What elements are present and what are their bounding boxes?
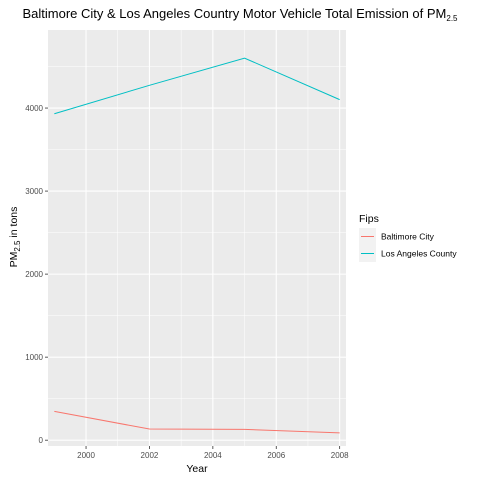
major-gridlines	[48, 30, 346, 446]
y-tick-label: 3000	[25, 187, 43, 196]
y-axis-title-prefix: PM	[8, 252, 20, 268]
y-tick-label: 2000	[25, 270, 43, 279]
chart-title: Baltimore City & Los Angeles Country Mot…	[22, 6, 458, 23]
plot-panel	[48, 30, 346, 446]
x-axis-ticks: 2000 2002 2004 2006 2008	[77, 446, 349, 460]
series-line-1	[54, 57, 340, 115]
y-axis-title-suffix: in tons	[8, 207, 20, 241]
y-axis-title-subscript: 2.5	[13, 240, 22, 252]
legend-items: Baltimore City Los Angeles County	[359, 228, 457, 262]
legend-title: Fips	[359, 213, 379, 225]
y-tick-label: 4000	[25, 104, 43, 113]
legend-label: Baltimore City	[381, 232, 435, 242]
y-axis-ticks: 0 1000 2000 3000 4000	[25, 104, 48, 445]
x-tick-label: 2006	[267, 451, 285, 460]
x-tick-label: 2002	[141, 451, 159, 460]
x-tick-label: 2004	[204, 451, 222, 460]
x-tick-label: 2000	[77, 451, 95, 460]
chart-title-subscript: 2.5	[446, 14, 458, 23]
legend-label: Los Angeles County	[381, 249, 457, 259]
y-tick-label: 0	[39, 436, 44, 445]
series-lines	[54, 57, 340, 434]
legend: Fips Baltimore City Los Angeles County	[359, 213, 457, 262]
minor-gridlines	[48, 30, 346, 446]
x-tick-label: 2008	[331, 451, 349, 460]
x-axis-title: Year	[186, 463, 208, 475]
chart-title-text: Baltimore City & Los Angeles Country Mot…	[22, 6, 446, 21]
series-line-0	[54, 410, 340, 434]
y-tick-label: 1000	[25, 353, 43, 362]
y-axis-title: PM2.5 in tons	[8, 207, 22, 268]
